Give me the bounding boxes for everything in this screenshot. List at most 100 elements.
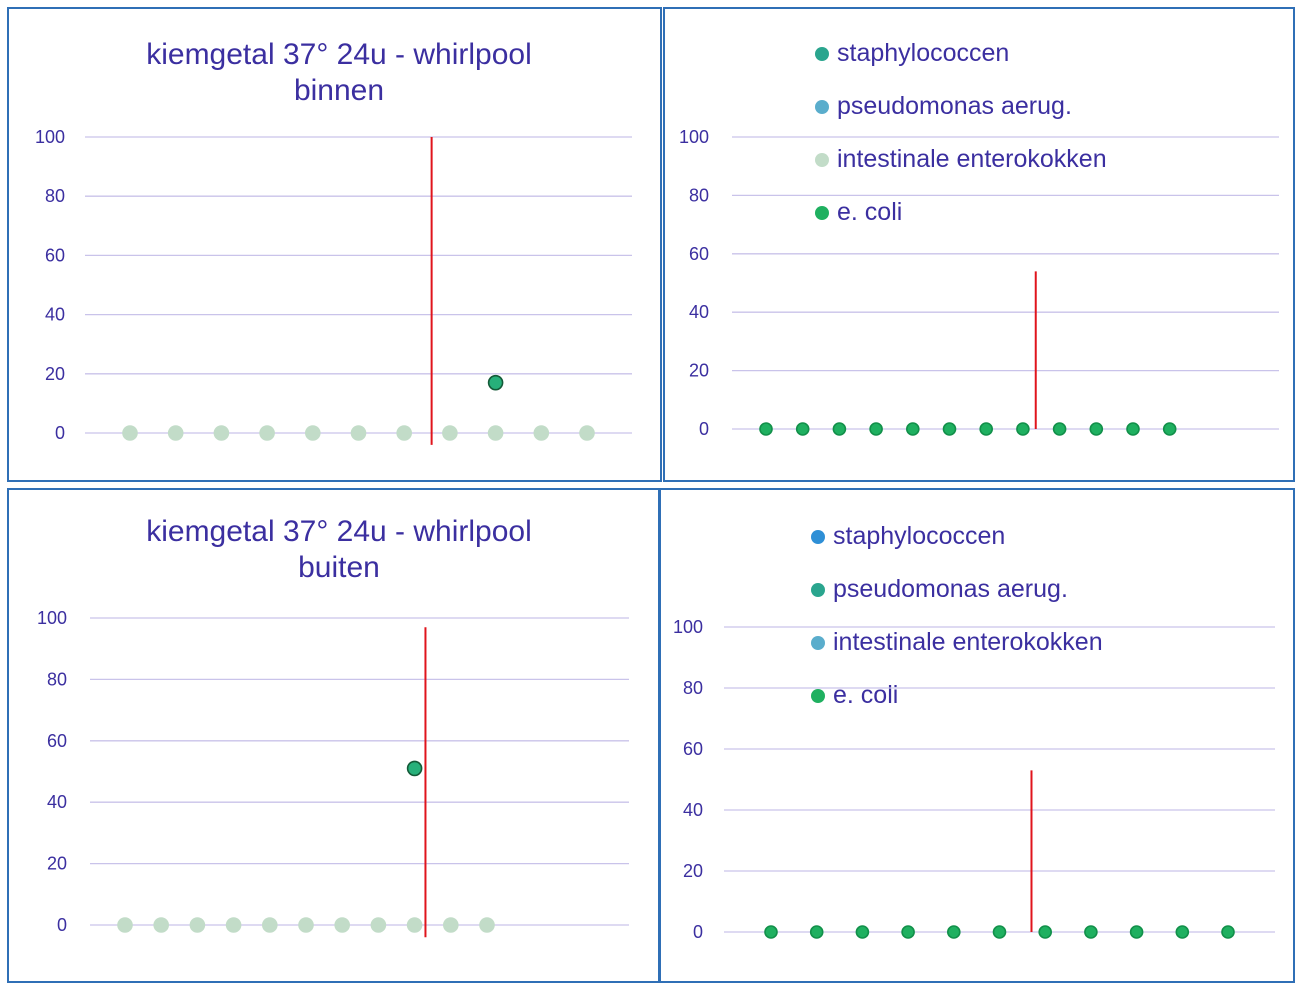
y-tick-label: 20 xyxy=(689,361,709,381)
y-tick-label: 20 xyxy=(47,854,67,874)
y-tick-label: 60 xyxy=(47,731,67,751)
legend-label: intestinale enterokokken xyxy=(833,628,1103,656)
data-point xyxy=(1221,925,1235,939)
scatter-chart-buiten-2: 0 20 40 60 80 100 xyxy=(673,617,1275,942)
chart-panel-binnen-legend: staphylococcen pseudomonas aerug. intest… xyxy=(663,7,1295,482)
y-tick-label: 20 xyxy=(45,364,65,384)
y-tick-label: 40 xyxy=(47,792,67,812)
data-point xyxy=(406,917,423,933)
data-point xyxy=(304,425,321,441)
data-point xyxy=(225,917,242,933)
data-point xyxy=(122,425,138,441)
legend-dot-icon xyxy=(811,688,825,703)
scatter-chart-binnen-2: 0 20 40 60 80 100 xyxy=(679,127,1279,439)
chart-legend: staphylococcen pseudomonas aerug. intest… xyxy=(811,510,1103,722)
data-point xyxy=(213,425,230,441)
chart-title-line-1: kiemgetal 37° 24u - whirlpool xyxy=(146,515,532,548)
legend-dot-icon xyxy=(815,205,829,220)
data-point xyxy=(479,917,495,933)
data-point xyxy=(1129,925,1144,939)
chart-title: kiemgetal 37° 24u - whirlpool buiten xyxy=(29,514,649,586)
data-point xyxy=(153,917,169,933)
legend-item-enterokokken: intestinale enterokokken xyxy=(815,133,1107,186)
data-point xyxy=(298,917,314,933)
chart-panel-binnen: kiemgetal 37° 24u - whirlpool binnen 0 20… xyxy=(7,7,662,482)
data-point xyxy=(759,422,773,436)
y-tick-label: 100 xyxy=(679,127,709,147)
legend-label: intestinale enterokokken xyxy=(837,145,1107,173)
legend-item-enterokokken: intestinale enterokokken xyxy=(811,616,1103,669)
legend-dot-icon xyxy=(811,529,825,544)
y-tick-label: 0 xyxy=(693,922,703,942)
y-tick-label: 40 xyxy=(45,305,65,325)
data-point xyxy=(942,422,957,436)
data-point xyxy=(855,925,870,939)
y-tick-label: 20 xyxy=(683,861,703,881)
chart-title-line-2: binnen xyxy=(293,74,385,107)
legend-label: e. coli xyxy=(837,198,903,226)
chart-title-line-2: buiten xyxy=(298,551,380,584)
y-tick-label: 100 xyxy=(673,617,703,637)
data-point xyxy=(1089,422,1104,436)
data-point xyxy=(979,422,994,436)
data-point xyxy=(487,374,504,391)
legend-dot-icon xyxy=(815,152,829,167)
data-point xyxy=(406,760,423,777)
legend-label: pseudomonas aerug. xyxy=(833,575,1068,603)
chart-legend: staphylococcen pseudomonas aerug. intest… xyxy=(815,27,1107,239)
legend-dot-icon xyxy=(811,582,825,597)
legend-item-ecoli: e. coli xyxy=(811,669,1103,722)
legend-label: pseudomonas aerug. xyxy=(837,92,1072,120)
data-point xyxy=(832,422,847,436)
data-point xyxy=(1016,422,1030,436)
y-tick-label: 100 xyxy=(35,127,65,147)
y-tick-label: 100 xyxy=(37,608,67,628)
data-point xyxy=(533,425,550,441)
y-tick-label: 80 xyxy=(683,678,703,698)
data-point xyxy=(764,925,778,939)
legend-item-staphylococcen: staphylococcen xyxy=(815,27,1107,80)
y-tick-label: 0 xyxy=(57,915,67,935)
data-point xyxy=(370,917,387,933)
data-point xyxy=(992,925,1007,939)
data-point xyxy=(809,925,824,939)
y-tick-label: 0 xyxy=(699,419,709,439)
data-point xyxy=(1126,422,1140,436)
data-point xyxy=(1175,925,1190,939)
data-point xyxy=(869,422,883,436)
y-tick-label: 80 xyxy=(47,669,67,689)
scatter-chart-buiten: 0 20 40 60 80 100 xyxy=(37,608,629,938)
data-point xyxy=(261,917,278,933)
chart-title: kiemgetal 37° 24u - whirlpool binnen xyxy=(29,37,649,109)
data-point xyxy=(901,925,915,939)
legend-dot-icon xyxy=(815,99,829,114)
data-point xyxy=(906,422,920,436)
data-point xyxy=(487,425,504,441)
legend-dot-icon xyxy=(815,46,829,61)
legend-dot-icon xyxy=(811,635,825,650)
legend-item-ecoli: e. coli xyxy=(815,186,1107,239)
legend-item-pseudomonas: pseudomonas aerug. xyxy=(815,80,1107,133)
data-point xyxy=(334,917,351,933)
data-point xyxy=(1162,422,1177,436)
legend-item-pseudomonas: pseudomonas aerug. xyxy=(811,563,1103,616)
y-tick-label: 60 xyxy=(683,739,703,759)
data-point xyxy=(350,425,367,441)
y-tick-label: 60 xyxy=(45,245,65,265)
chart-panel-buiten: kiemgetal 37° 24u - whirlpool buiten 0 20… xyxy=(7,488,660,983)
y-tick-label: 40 xyxy=(683,800,703,820)
data-point xyxy=(396,425,413,441)
data-point xyxy=(117,917,133,933)
chart-panel-buiten-legend: staphylococcen pseudomonas aerug. intest… xyxy=(659,488,1295,983)
y-tick-label: 60 xyxy=(689,244,709,264)
chart-title-line-1: kiemgetal 37° 24u - whirlpool xyxy=(146,38,532,71)
legend-item-staphylococcen: staphylococcen xyxy=(811,510,1103,563)
data-point xyxy=(1052,422,1067,436)
data-point xyxy=(189,917,206,933)
y-tick-label: 40 xyxy=(689,302,709,322)
data-point xyxy=(167,425,184,441)
data-point xyxy=(795,422,810,436)
y-tick-label: 80 xyxy=(45,186,65,206)
y-tick-label: 0 xyxy=(55,423,65,443)
legend-label: staphylococcen xyxy=(837,39,1010,67)
